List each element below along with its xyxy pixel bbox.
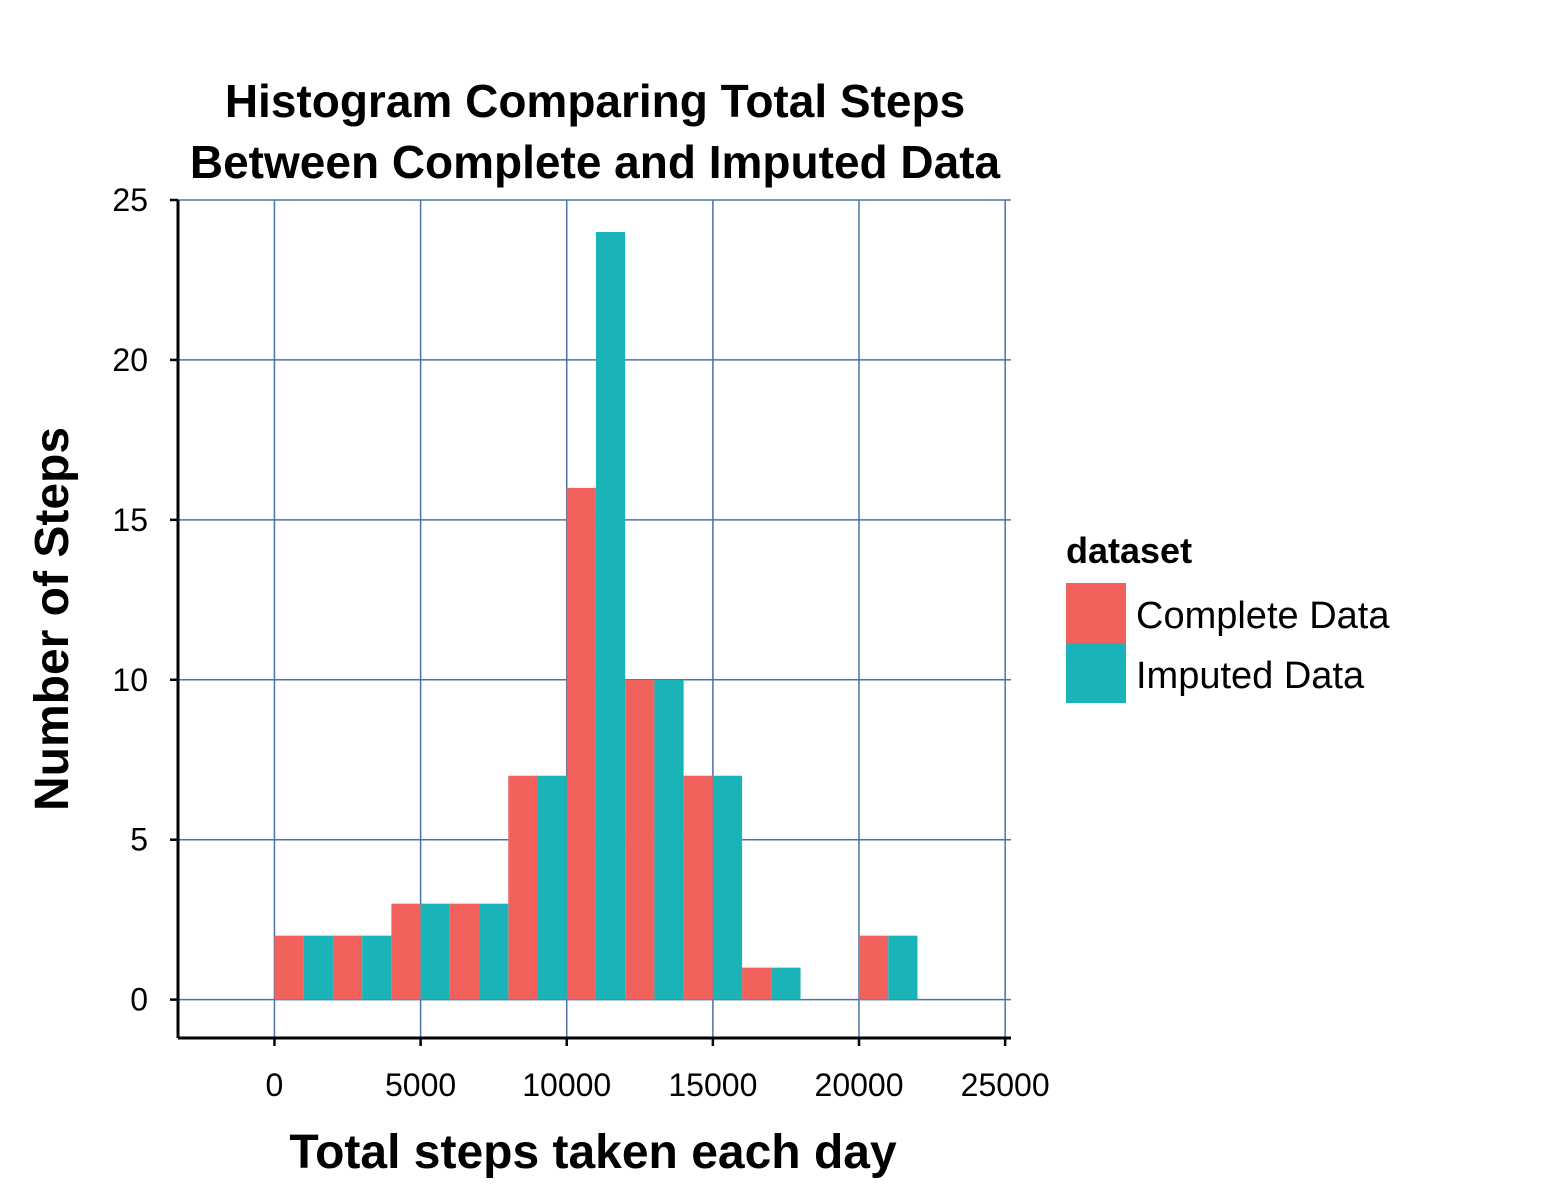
x-tick-label-20000: 20000 bbox=[815, 1067, 904, 1103]
x-tick-label-25000: 25000 bbox=[961, 1067, 1050, 1103]
y-tick-label-0: 0 bbox=[130, 982, 148, 1018]
legend-swatch-complete-data bbox=[1066, 583, 1126, 643]
legend-label-imputed-data: Imputed Data bbox=[1136, 655, 1365, 697]
bar-imputed-data-bin-0 bbox=[303, 935, 333, 1000]
legend-title: dataset bbox=[1066, 530, 1192, 571]
bar-imputed-data-bin-14000 bbox=[712, 775, 743, 1000]
x-tick-label-5000: 5000 bbox=[385, 1067, 456, 1103]
legend: dataset Complete Data Imputed Data bbox=[1066, 530, 1390, 703]
y-tick-label-10: 10 bbox=[112, 662, 148, 698]
bar-complete-data-bin-0 bbox=[274, 935, 304, 1000]
bar-complete-data-bin-6000 bbox=[449, 903, 480, 1000]
bar-imputed-data-bin-12000 bbox=[654, 679, 684, 1000]
legend-label-complete-data: Complete Data bbox=[1136, 595, 1390, 637]
bar-imputed-data-bin-2000 bbox=[362, 935, 392, 1000]
bar-imputed-data-bin-20000 bbox=[888, 935, 918, 1000]
y-tick-label-25: 25 bbox=[112, 182, 148, 218]
axes-layer: 0 5000 10000 15000 20000 25000 0 5 10 15 20 25 bbox=[112, 182, 1049, 1103]
bar-complete-data-bin-2000 bbox=[332, 935, 363, 1000]
y-axis-title: Number of Steps bbox=[26, 427, 79, 811]
bar-complete-data-bin-20000 bbox=[859, 935, 889, 1000]
x-tick-label-15000: 15000 bbox=[668, 1067, 757, 1103]
bars-layer bbox=[274, 231, 918, 1000]
bar-complete-data-bin-4000 bbox=[391, 903, 421, 1000]
x-tick-label-10000: 10000 bbox=[522, 1067, 611, 1103]
chart-title-line-1: Histogram Comparing Total Steps bbox=[225, 75, 965, 127]
x-axis-title: Total steps taken each day bbox=[289, 1126, 897, 1179]
x-tick-label-0: 0 bbox=[266, 1067, 284, 1103]
y-tick-label-5: 5 bbox=[130, 822, 148, 858]
bar-complete-data-bin-14000 bbox=[683, 775, 713, 1000]
bar-complete-data-bin-16000 bbox=[742, 967, 772, 1000]
bar-complete-data-bin-8000 bbox=[508, 775, 538, 1000]
bar-imputed-data-bin-4000 bbox=[420, 903, 450, 1000]
bar-complete-data-bin-12000 bbox=[625, 679, 655, 1000]
y-tick-label-20: 20 bbox=[112, 342, 148, 378]
y-tick-label-15: 15 bbox=[112, 502, 148, 538]
bar-imputed-data-bin-16000 bbox=[771, 967, 801, 1000]
bar-imputed-data-bin-6000 bbox=[479, 903, 509, 1000]
bar-imputed-data-bin-10000 bbox=[595, 231, 626, 1000]
chart-title-line-2: Between Complete and Imputed Data bbox=[190, 136, 1001, 188]
bar-imputed-data-bin-8000 bbox=[537, 775, 567, 1000]
legend-swatch-imputed-data bbox=[1066, 643, 1126, 703]
bar-complete-data-bin-10000 bbox=[566, 487, 596, 1000]
